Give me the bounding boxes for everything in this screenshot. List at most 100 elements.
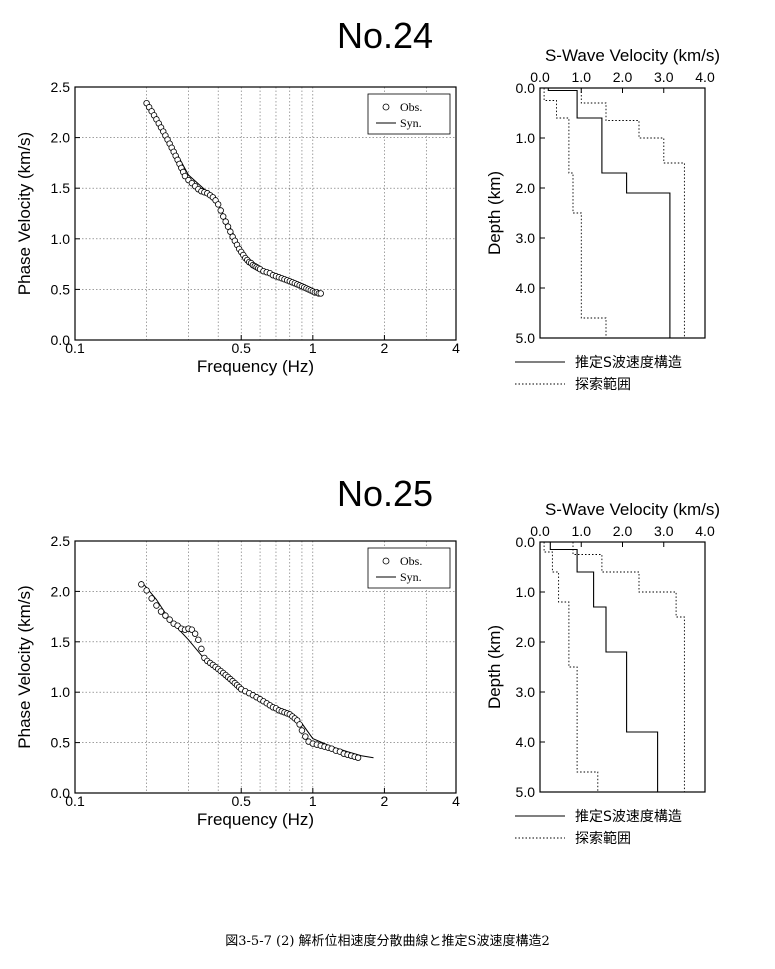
y-axis-label: Phase Velocity (km/s) bbox=[15, 585, 34, 748]
obs-point bbox=[214, 201, 222, 208]
vs-tick-label: 4.0 bbox=[695, 523, 715, 539]
depth-tick-label: 1.0 bbox=[516, 130, 536, 146]
vs-structure-line bbox=[547, 88, 671, 338]
y-tick-label: 2.0 bbox=[51, 130, 71, 146]
legend-obs-label: Obs. bbox=[400, 100, 422, 114]
obs-point bbox=[157, 608, 165, 615]
syn-curve bbox=[146, 102, 321, 294]
x-axis-label: Frequency (Hz) bbox=[197, 357, 314, 376]
search-range-line bbox=[580, 88, 685, 338]
legend-obs-label: Obs. bbox=[400, 554, 422, 568]
x-tick-label: 4 bbox=[452, 793, 460, 809]
obs-point bbox=[317, 290, 324, 297]
depth-tick-label: 3.0 bbox=[516, 684, 536, 700]
obs-point bbox=[354, 754, 362, 761]
legend-obs-marker bbox=[382, 103, 390, 111]
plot-frame bbox=[74, 540, 457, 794]
search-range-line bbox=[572, 542, 685, 792]
obs-point bbox=[220, 213, 227, 220]
vs-tick-label: 0.0 bbox=[530, 523, 550, 539]
syn-curve bbox=[140, 580, 374, 759]
y-tick-label: 2.5 bbox=[51, 79, 71, 95]
vs-tick-label: 4.0 bbox=[695, 69, 715, 85]
vs-axis-title: S-Wave Velocity (km/s) bbox=[545, 500, 720, 519]
vs-tick-label: 0.0 bbox=[530, 69, 550, 85]
x-tick-label: 1 bbox=[309, 340, 317, 356]
obs-point bbox=[296, 721, 303, 728]
y-tick-label: 1.5 bbox=[51, 180, 71, 196]
x-axis-label: Frequency (Hz) bbox=[197, 810, 314, 829]
obs-point bbox=[188, 626, 196, 633]
x-tick-label: 0.5 bbox=[231, 793, 251, 809]
obs-point bbox=[162, 612, 169, 619]
station-title: No.24 bbox=[337, 15, 433, 56]
x-tick-label: 4 bbox=[452, 340, 460, 356]
profile-frame bbox=[539, 541, 706, 793]
obs-point bbox=[166, 616, 173, 623]
y-tick-label: 0.5 bbox=[51, 735, 71, 751]
obs-point bbox=[198, 645, 205, 653]
station-title: No.25 bbox=[337, 473, 433, 514]
depth-axis-label: Depth (km) bbox=[485, 625, 504, 709]
obs-point bbox=[138, 581, 145, 588]
obs-point bbox=[143, 587, 150, 594]
y-tick-label: 2.0 bbox=[51, 583, 71, 599]
vs-tick-label: 2.0 bbox=[613, 523, 633, 539]
y-tick-label: 0.0 bbox=[51, 785, 71, 801]
depth-tick-label: 3.0 bbox=[516, 230, 536, 246]
search-range-line bbox=[543, 542, 599, 792]
depth-tick-label: 2.0 bbox=[516, 634, 536, 650]
search-range-line bbox=[543, 88, 607, 338]
legend-range-label: 探索範囲 bbox=[575, 830, 631, 847]
profile-frame bbox=[539, 87, 706, 339]
x-tick-label: 0.1 bbox=[65, 793, 85, 809]
obs-point bbox=[191, 630, 199, 637]
y-axis-label: Phase Velocity (km/s) bbox=[15, 132, 34, 295]
obs-point bbox=[195, 636, 202, 643]
vs-tick-label: 2.0 bbox=[613, 69, 633, 85]
obs-point bbox=[153, 602, 160, 609]
obs-point bbox=[222, 218, 229, 225]
depth-tick-label: 5.0 bbox=[516, 330, 536, 346]
obs-point bbox=[302, 733, 309, 740]
obs-point bbox=[148, 595, 155, 602]
depth-tick-label: 0.0 bbox=[516, 80, 536, 96]
vs-axis-title: S-Wave Velocity (km/s) bbox=[545, 46, 720, 65]
depth-axis-label: Depth (km) bbox=[485, 171, 504, 255]
vs-tick-label: 1.0 bbox=[572, 523, 592, 539]
y-tick-label: 1.0 bbox=[51, 684, 71, 700]
depth-tick-label: 4.0 bbox=[516, 734, 536, 750]
obs-point bbox=[217, 207, 224, 214]
vs-tick-label: 1.0 bbox=[572, 69, 592, 85]
legend-box bbox=[367, 547, 451, 589]
figure-caption: 図3-5-7 (2) 解析位相速度分散曲線と推定S波速度構造2 bbox=[225, 934, 550, 949]
x-tick-label: 1 bbox=[309, 793, 317, 809]
legend-syn-label: Syn. bbox=[400, 570, 422, 584]
depth-tick-label: 4.0 bbox=[516, 280, 536, 296]
y-tick-label: 1.5 bbox=[51, 634, 71, 650]
vs-structure-line bbox=[549, 542, 659, 792]
x-tick-label: 2 bbox=[381, 793, 389, 809]
x-tick-label: 2 bbox=[381, 340, 389, 356]
vs-tick-label: 3.0 bbox=[654, 69, 674, 85]
legend-structure-label: 推定S波速度構造 bbox=[575, 355, 682, 371]
x-tick-label: 0.5 bbox=[231, 340, 251, 356]
legend-obs-marker bbox=[382, 557, 390, 565]
y-tick-label: 2.5 bbox=[51, 533, 71, 549]
depth-tick-label: 2.0 bbox=[516, 180, 536, 196]
legend-structure-label: 推定S波速度構造 bbox=[575, 809, 682, 825]
legend-range-label: 探索範囲 bbox=[575, 376, 631, 393]
obs-point bbox=[181, 172, 189, 180]
legend-box bbox=[367, 93, 451, 135]
y-tick-label: 0.0 bbox=[51, 332, 71, 348]
legend-syn-label: Syn. bbox=[400, 116, 422, 130]
depth-tick-label: 1.0 bbox=[516, 584, 536, 600]
y-tick-label: 0.5 bbox=[51, 281, 71, 297]
obs-point bbox=[227, 228, 234, 235]
depth-tick-label: 0.0 bbox=[516, 534, 536, 550]
obs-point bbox=[224, 223, 232, 230]
obs-point bbox=[298, 727, 306, 734]
plot-frame bbox=[74, 86, 457, 341]
vs-tick-label: 3.0 bbox=[654, 523, 674, 539]
